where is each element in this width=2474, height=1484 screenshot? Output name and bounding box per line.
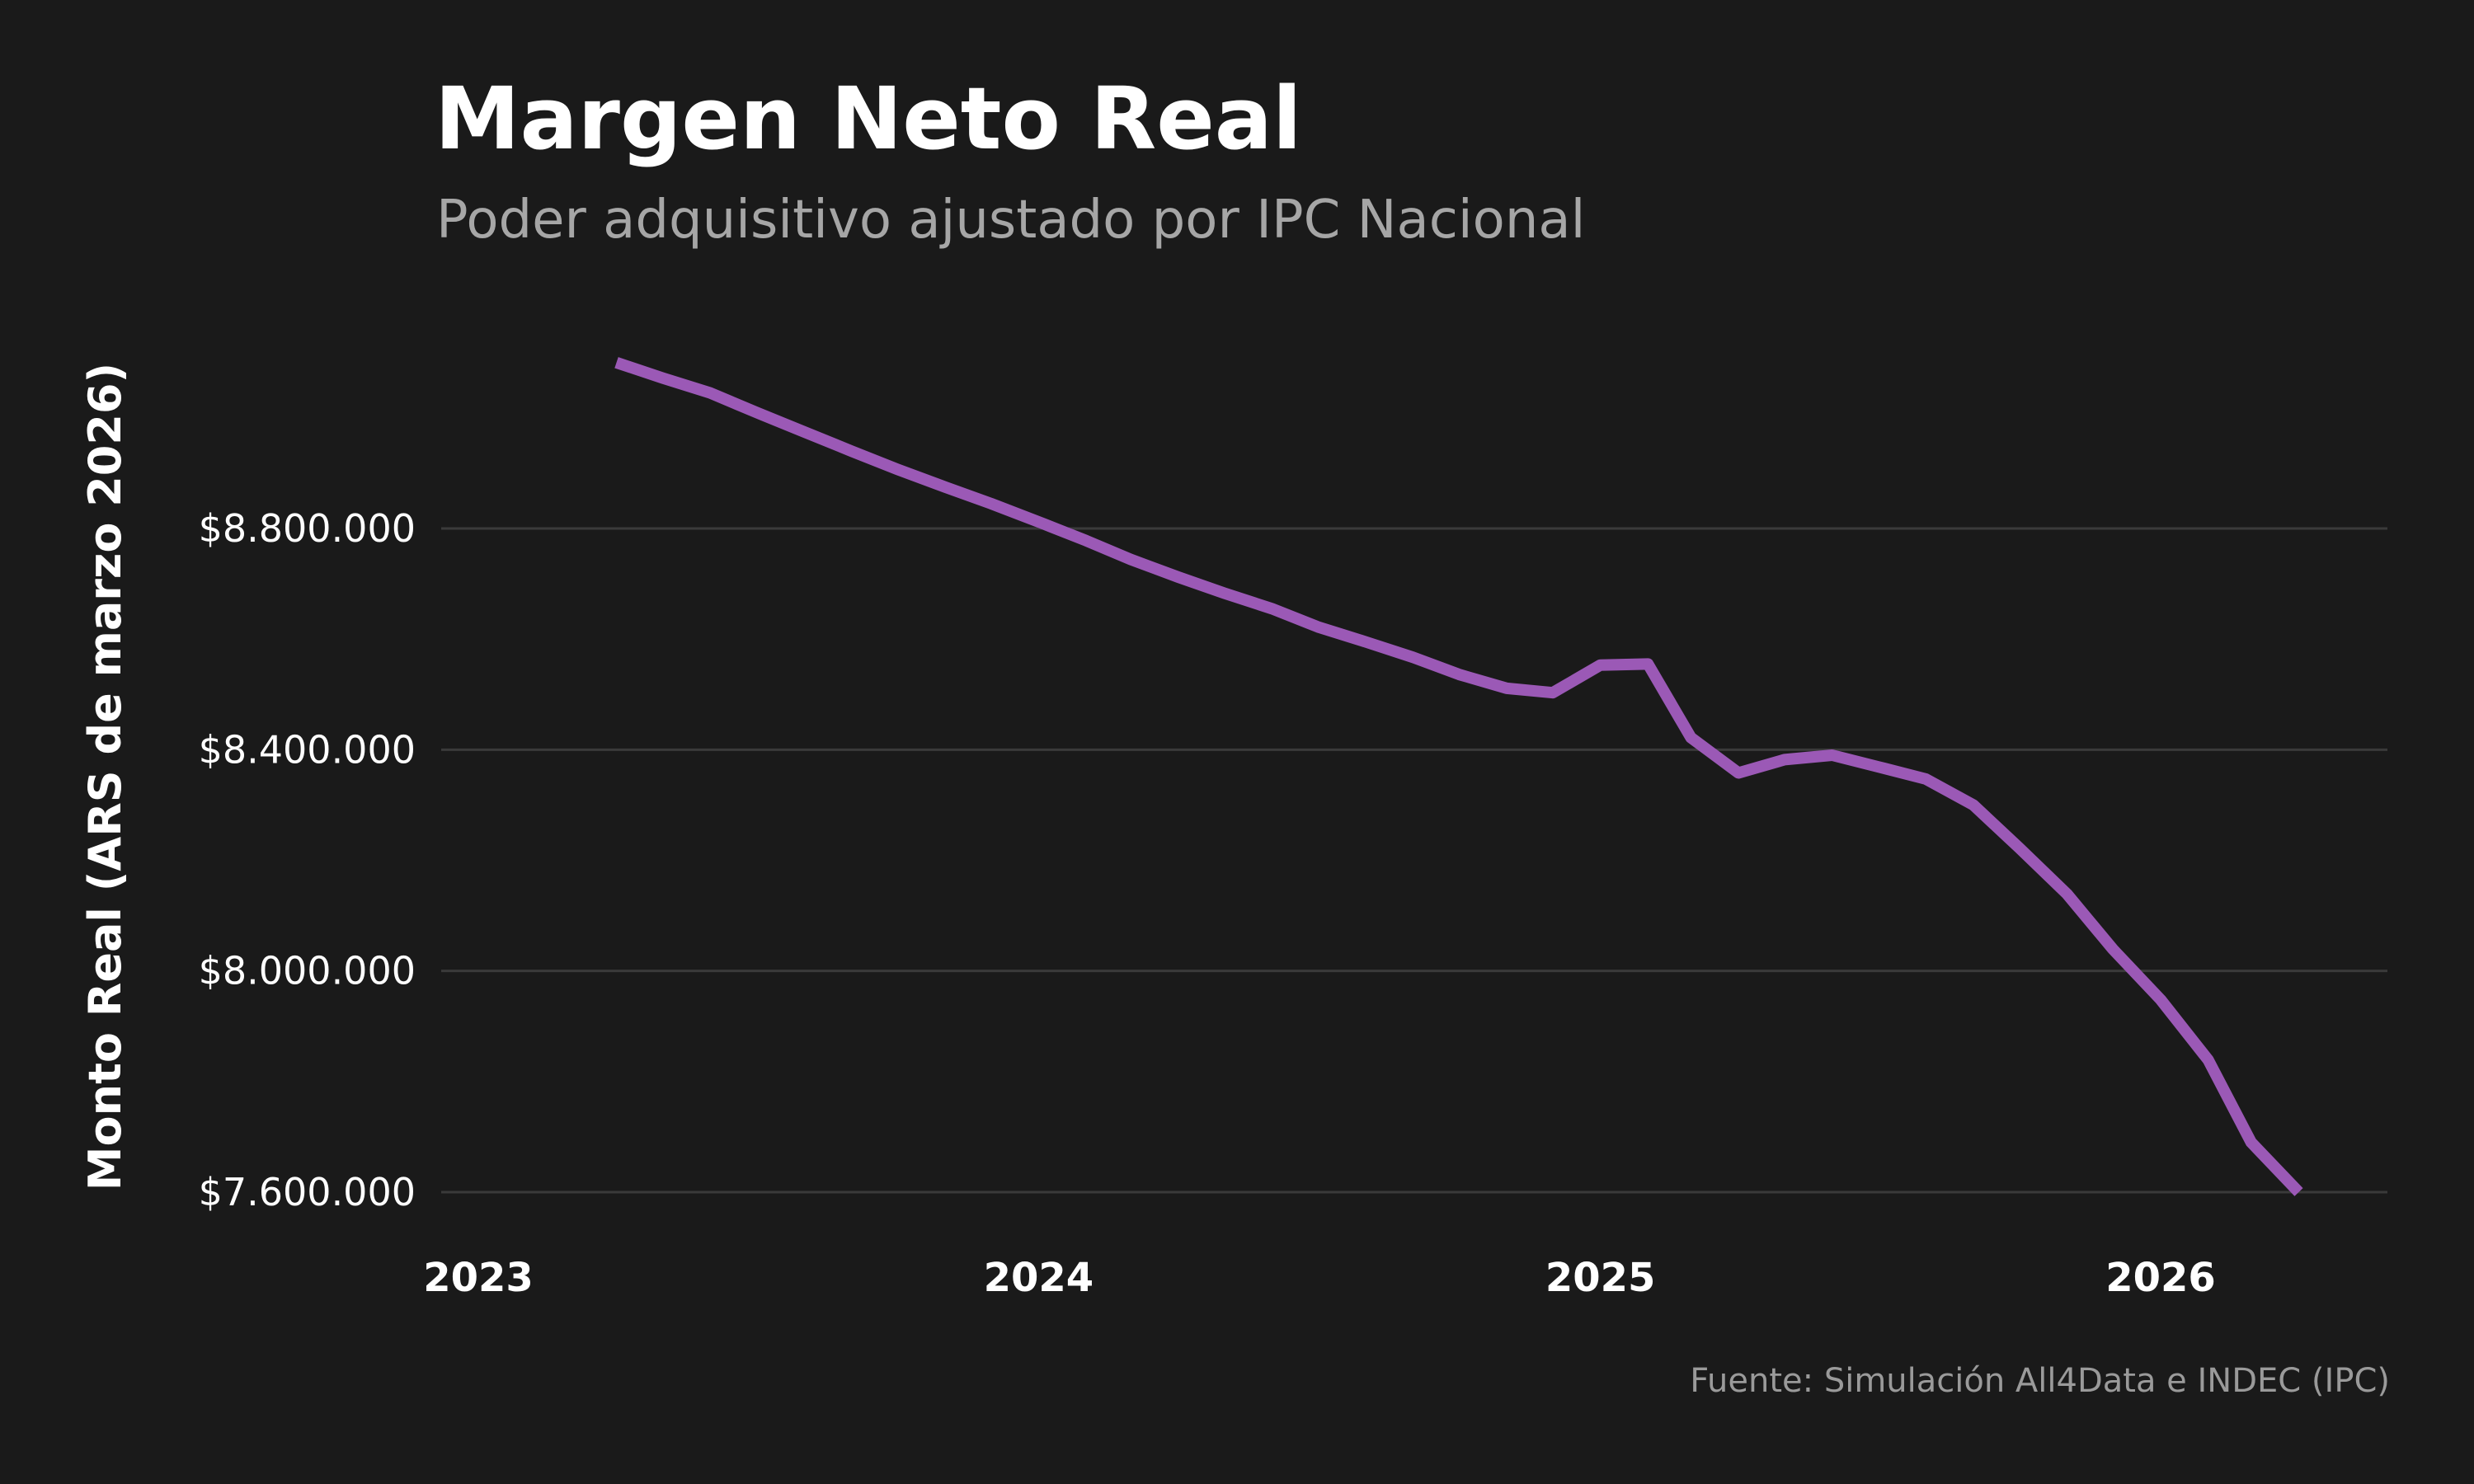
y-axis-label: Monto Real (ARS de marzo 2026) bbox=[79, 363, 131, 1190]
chart-title: Margen Neto Real bbox=[435, 68, 1302, 169]
y-axis-ticks: $7.600.000 $8.000.000 $8.400.000 $8.800.000 bbox=[199, 506, 416, 1214]
x-tick-label: 2025 bbox=[1545, 1255, 1656, 1301]
y-tick-label: $8.000.000 bbox=[199, 949, 416, 993]
series-lines bbox=[614, 357, 2303, 1196]
source-note: Fuente: Simulación All4Data e INDEC (IPC… bbox=[1690, 1362, 2390, 1400]
chart-subtitle: Poder adquisitivo ajustado por IPC Nacio… bbox=[436, 190, 1585, 251]
series-line bbox=[614, 357, 2303, 1196]
x-tick-label: 2026 bbox=[2105, 1255, 2216, 1301]
x-tick-label: 2023 bbox=[423, 1255, 534, 1301]
gridlines bbox=[441, 527, 2387, 1194]
y-tick-label: $8.800.000 bbox=[199, 506, 416, 551]
x-axis-ticks: 2023 2024 2025 2026 bbox=[423, 1255, 2216, 1301]
y-tick-label: $8.400.000 bbox=[199, 727, 416, 772]
x-tick-label: 2024 bbox=[984, 1255, 1094, 1301]
y-tick-label: $7.600.000 bbox=[199, 1170, 416, 1214]
